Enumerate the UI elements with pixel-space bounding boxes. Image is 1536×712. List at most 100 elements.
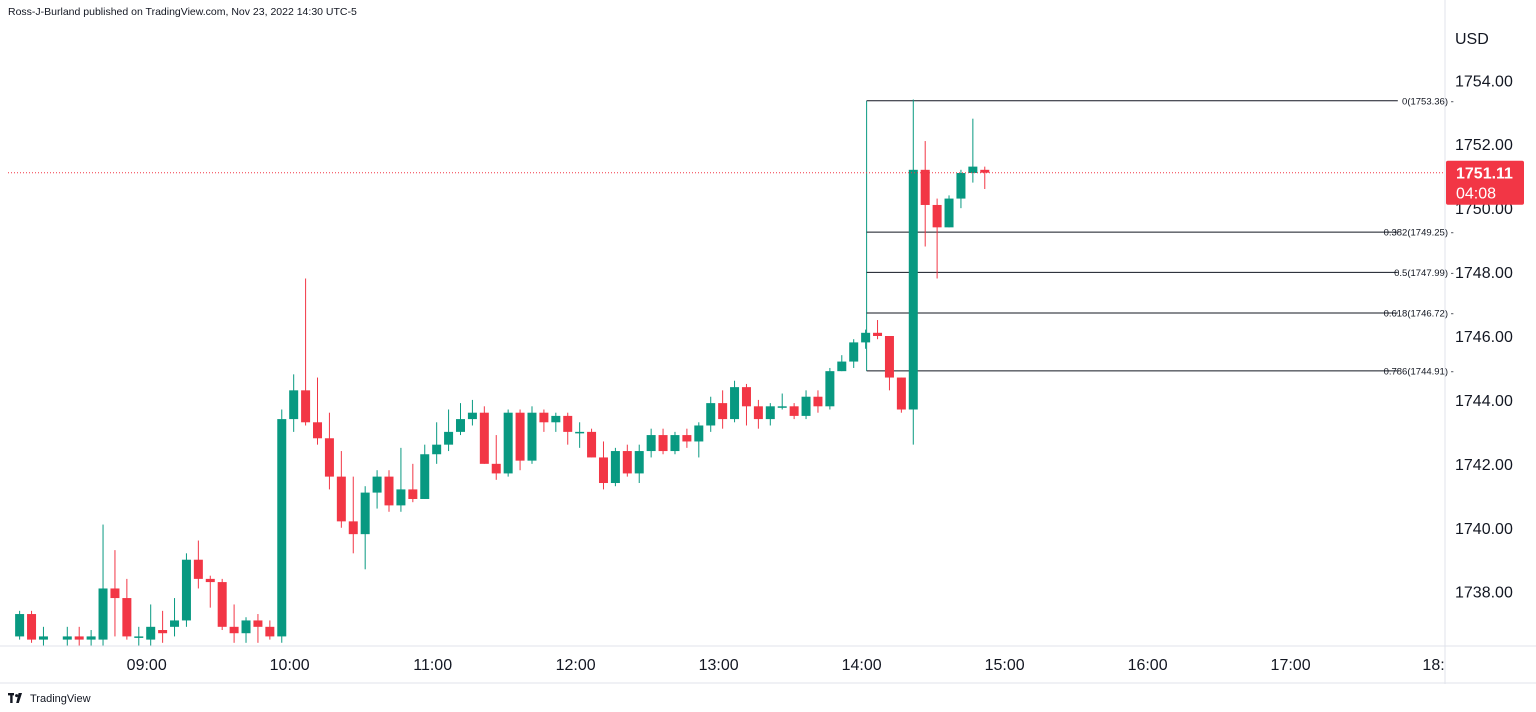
candle-body-up <box>765 406 775 420</box>
candle-body-up <box>730 387 740 420</box>
x-tick-label: 16:00 <box>1128 657 1168 674</box>
candle-body-up <box>181 559 191 621</box>
y-tick-label: 1742.00 <box>1455 457 1513 474</box>
candle-body-up <box>944 198 954 228</box>
x-tick-label: 18: <box>1422 657 1444 674</box>
candle-body-down <box>658 435 668 452</box>
candle-body-up <box>861 332 871 343</box>
candle-body-down <box>622 451 632 474</box>
candle-body-up <box>956 173 966 199</box>
tradingview-logo-icon[interactable] <box>8 690 26 708</box>
candle-body-up <box>968 166 978 174</box>
candle-body-down <box>110 588 120 599</box>
candle-body-up <box>503 412 513 474</box>
candle-body-down <box>229 626 239 634</box>
candle-body-down <box>884 336 894 378</box>
candle-body-up <box>670 435 680 452</box>
candle-body-up <box>170 620 180 627</box>
x-tick-label: 12:00 <box>556 657 596 674</box>
candle-body-up <box>801 396 811 416</box>
candle-body-down <box>491 463 501 474</box>
candle-body-up <box>241 620 251 634</box>
candles-group <box>15 99 990 646</box>
last-price-value: 1751.11 <box>1456 166 1513 183</box>
y-tick-label: 1746.00 <box>1455 329 1513 346</box>
candle-body-up <box>444 431 454 445</box>
candle-body-down <box>980 169 990 173</box>
candle-body-up <box>146 626 156 640</box>
candle-body-down <box>348 521 358 535</box>
candle-body-up <box>837 361 847 372</box>
candle-body-down <box>598 457 608 484</box>
candle-body-down <box>753 406 763 420</box>
footer: TradingView <box>8 690 91 708</box>
y-tick-label: 1744.00 <box>1455 393 1513 410</box>
candle-body-up <box>467 412 477 420</box>
candle-body-up <box>646 435 656 452</box>
candle-body-down <box>718 403 728 420</box>
candle-body-up <box>420 454 430 499</box>
x-tick-label: 09:00 <box>127 657 167 674</box>
candle-body-down <box>873 332 883 336</box>
candle-body-up <box>86 636 96 640</box>
candle-body-down <box>324 438 334 477</box>
y-tick-label: 1754.00 <box>1455 73 1513 90</box>
candle-body-up <box>396 489 406 506</box>
candle-body-up <box>694 425 704 442</box>
candle-body-down <box>920 169 930 205</box>
candle-body-up <box>455 419 465 432</box>
x-tick-label: 15:00 <box>985 657 1025 674</box>
candle-body-down <box>896 377 906 410</box>
x-tick-label: 10:00 <box>270 657 310 674</box>
y-tick-label: 1740.00 <box>1455 521 1513 538</box>
candle-body-down <box>74 636 84 640</box>
candle-body-down <box>158 630 168 634</box>
candle-body-down <box>253 620 263 627</box>
candle-body-up <box>98 588 108 640</box>
fib-level-label: 0.382(1749.25) - <box>1384 228 1454 239</box>
x-tick-label: 11:00 <box>413 657 452 674</box>
candle-body-up <box>360 492 370 535</box>
y-tick-label: 1750.00 <box>1455 201 1513 218</box>
fib-level-label: 0.786(1744.91) - <box>1384 366 1454 377</box>
candle-body-up <box>849 342 859 362</box>
candle-body-down <box>813 396 823 407</box>
tradingview-brand[interactable]: TradingView <box>30 693 91 705</box>
price-axis[interactable]: 1754.00 1752.00 1750.00 1748.00 1746.00 1744.… <box>1455 73 1513 601</box>
candle-body-down <box>193 559 203 579</box>
y-tick-label: 1738.00 <box>1455 585 1513 602</box>
candle-body-down <box>313 422 323 439</box>
candle-body-down <box>384 476 394 506</box>
y-tick-label: 1752.00 <box>1455 137 1513 154</box>
last-price-tag: 1751.11 04:08 <box>1446 160 1524 205</box>
candle-body-up <box>372 476 382 493</box>
candle-body-up <box>706 403 716 426</box>
candle-body-up <box>134 636 144 638</box>
candle-body-down <box>479 412 489 464</box>
candle-body-up <box>825 371 835 407</box>
candle-body-up <box>610 451 620 484</box>
candle-body-up <box>62 636 72 640</box>
candle-body-down <box>205 578 215 583</box>
candle-body-up <box>432 444 442 455</box>
candle-body-down <box>515 412 525 461</box>
candle-body-down <box>122 598 132 637</box>
candle-body-down <box>682 435 692 442</box>
candle-body-up <box>289 390 299 420</box>
candle-body-up <box>908 169 918 410</box>
fibonacci-retracement[interactable]: 0(1753.36) - 0.382(1749.25) - 0.5(1747.99)… <box>866 96 1454 377</box>
candle-body-down <box>265 626 275 637</box>
x-tick-label: 13:00 <box>699 657 739 674</box>
candle-body-up <box>551 415 561 423</box>
candle-body-up <box>777 406 787 408</box>
time-axis[interactable]: 09:00 10:00 11:00 12:00 13:00 14:00 15:00 16:00… <box>127 657 1445 674</box>
candle-body-up <box>634 451 644 474</box>
candle-body-down <box>217 582 227 627</box>
x-tick-label: 14:00 <box>842 657 882 674</box>
candle-body-down <box>408 489 418 499</box>
fib-level-label: 0.5(1747.99) - <box>1394 268 1454 279</box>
currency-label: USD <box>1455 31 1489 48</box>
last-price-tag-background <box>1446 160 1524 205</box>
candle-body-down <box>741 387 751 407</box>
